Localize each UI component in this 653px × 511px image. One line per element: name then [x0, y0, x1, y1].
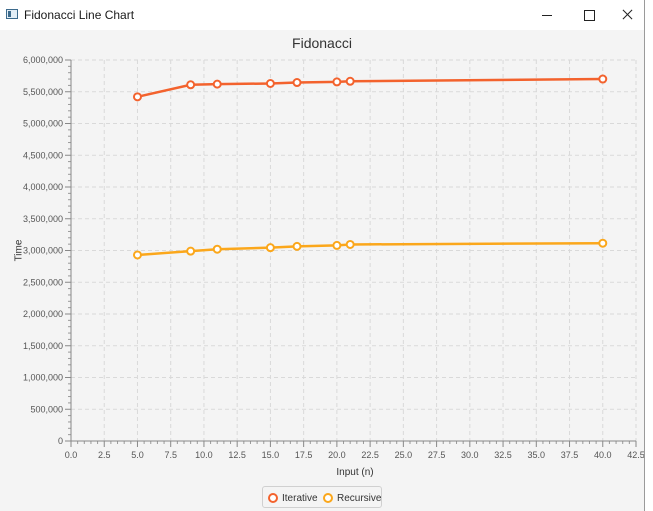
x-tick-label: 25.0	[395, 450, 413, 460]
data-point-iterative	[212, 79, 222, 89]
data-point-recursive	[598, 238, 608, 248]
data-point-recursive	[265, 243, 275, 253]
x-tick-label: 0.0	[65, 450, 78, 460]
x-tick-label: 17.5	[295, 450, 313, 460]
y-tick-label: 3,500,000	[23, 214, 63, 224]
y-tick-label: 6,000,000	[23, 55, 63, 65]
data-point-recursive	[345, 239, 355, 249]
y-tick-label: 5,500,000	[23, 87, 63, 97]
y-tick-label: 0	[58, 436, 63, 446]
data-point-iterative	[345, 76, 355, 86]
window-title: Fidonacci Line Chart	[24, 8, 135, 22]
y-tick-label: 5,000,000	[23, 119, 63, 129]
y-tick-label: 1,000,000	[23, 373, 63, 383]
x-tick-label: 22.5	[361, 450, 379, 460]
data-point-iterative	[598, 74, 608, 84]
data-point-recursive	[292, 241, 302, 251]
x-tick-label: 5.0	[131, 450, 144, 460]
chart-legend: Iterative Recursive	[262, 486, 382, 508]
data-point-iterative	[132, 92, 142, 102]
legend-item-iterative: Iterative	[268, 492, 318, 504]
title-bar[interactable]: Fidonacci Line Chart	[0, 0, 644, 30]
x-tick-label: 37.5	[561, 450, 579, 460]
line-chart: 0.0 2.5 5.0 7.5 10.0 12.5 15.0 17.5 20.0 22.5 25.0…	[23, 55, 644, 460]
x-tick-label: 2.5	[98, 450, 111, 460]
y-tick-label: 2,500,000	[23, 277, 63, 287]
legend-label-recursive: Recursive	[337, 492, 382, 504]
data-point-iterative	[186, 80, 196, 90]
maximize-button[interactable]	[569, 0, 609, 30]
y-axis-label: Time	[13, 239, 25, 261]
y-tick-label: 4,500,000	[23, 150, 63, 160]
x-tick-label: 42.5	[627, 450, 644, 460]
minimize-button[interactable]	[527, 0, 567, 30]
y-tick-label: 2,000,000	[23, 309, 63, 319]
x-tick-label: 35.0	[528, 450, 546, 460]
data-point-iterative	[265, 78, 275, 88]
app-icon	[6, 9, 18, 19]
data-point-recursive	[332, 240, 342, 250]
data-point-recursive	[132, 250, 142, 260]
x-tick-label: 40.0	[594, 450, 612, 460]
x-tick-label: 20.0	[328, 450, 346, 460]
y-tick-label: 500,000	[30, 404, 63, 414]
x-tick-label: 12.5	[228, 450, 246, 460]
chart-title: Fidonacci	[292, 35, 352, 51]
legend-symbol-recursive	[323, 493, 333, 503]
y-tick-label: 1,500,000	[23, 341, 63, 351]
x-tick-label: 30.0	[461, 450, 479, 460]
data-point-recursive	[212, 244, 222, 254]
data-point-iterative	[292, 78, 302, 88]
x-tick-label: 10.0	[195, 450, 213, 460]
legend-label-iterative: Iterative	[282, 492, 318, 504]
x-tick-label: 32.5	[494, 450, 512, 460]
x-axis-label: Input (n)	[336, 467, 374, 478]
data-point-recursive	[186, 246, 196, 256]
x-tick-label: 15.0	[262, 450, 280, 460]
x-tick-label: 27.5	[428, 450, 446, 460]
y-tick-label: 4,000,000	[23, 182, 63, 192]
y-tick-label: 3,000,000	[23, 246, 63, 256]
legend-symbol-iterative	[268, 493, 278, 503]
legend-item-recursive: Recursive	[323, 492, 381, 504]
data-point-iterative	[332, 77, 342, 87]
x-tick-label: 7.5	[164, 450, 177, 460]
